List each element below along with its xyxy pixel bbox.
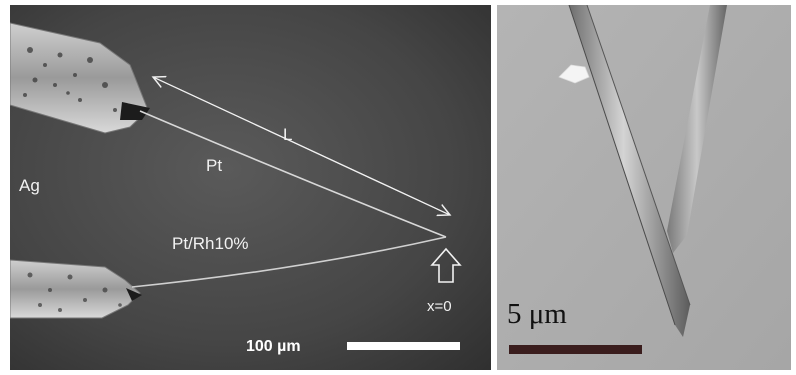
right-scale-bar <box>509 345 642 354</box>
origin-label: x=0 <box>427 298 452 315</box>
length-label: L <box>283 125 293 144</box>
left-micrograph-image <box>10 5 491 370</box>
upper-ag-tube <box>10 22 150 134</box>
ag-label: Ag <box>19 176 40 195</box>
right-micrograph-image <box>497 5 791 370</box>
left-scale-bar-label: 100 µm <box>246 338 301 355</box>
origin-up-arrow-icon <box>430 247 462 283</box>
left-wire <box>569 5 690 337</box>
right-scale-bar-label: 5 μm <box>507 298 567 330</box>
pt-rh-wire-label: Pt/Rh10% <box>172 234 249 253</box>
right-micrograph-panel: 5 μm <box>497 5 791 370</box>
left-scale-bar <box>347 342 460 350</box>
pt-wire <box>139 110 447 238</box>
lower-ag-tube <box>10 259 142 319</box>
left-micrograph-panel: L Pt Ag Pt/Rh10% x=0 100 µm <box>10 5 491 370</box>
length-arrow-back <box>153 77 451 216</box>
debris-particle <box>558 64 590 84</box>
right-wire <box>667 5 727 253</box>
pt-wire-label: Pt <box>206 156 223 175</box>
pt-rh-wire <box>131 236 447 288</box>
